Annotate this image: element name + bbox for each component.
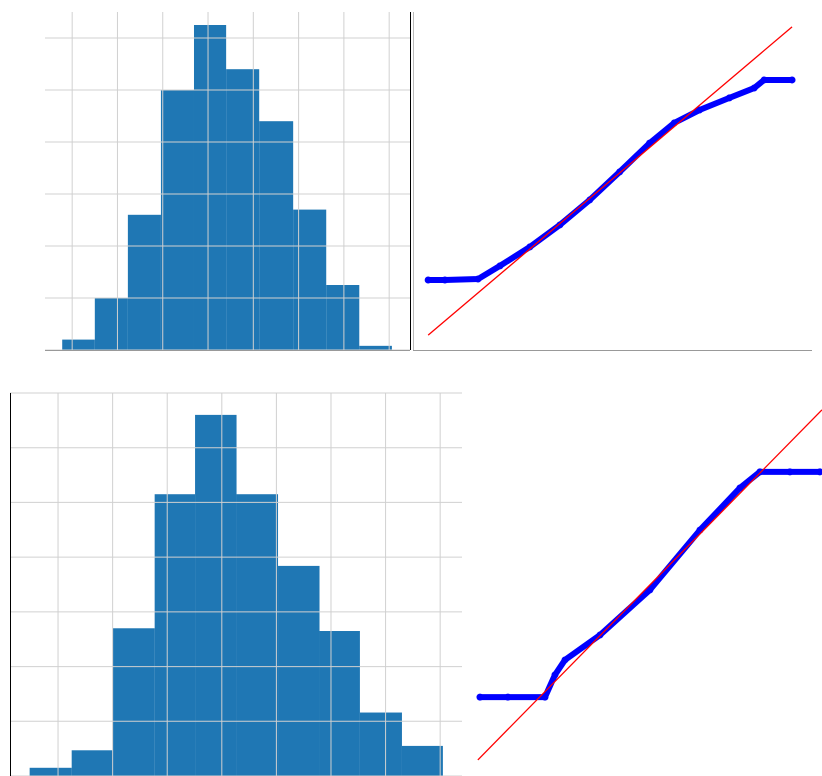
sample-point: [696, 526, 704, 534]
sample-point: [646, 586, 654, 594]
bar: [226, 69, 260, 350]
sample-point: [760, 76, 768, 84]
sample-point: [496, 262, 504, 270]
bar: [160, 90, 194, 350]
sample-point: [786, 468, 794, 476]
sample-point: [586, 196, 594, 204]
bar: [112, 628, 155, 776]
sample-point: [441, 276, 449, 284]
reference-line: [427, 26, 793, 336]
sample-point: [756, 468, 764, 476]
bar: [359, 712, 402, 776]
bar: [195, 414, 237, 776]
sample-point: [736, 484, 744, 492]
sample-point: [424, 276, 432, 284]
bar: [193, 25, 227, 350]
sample-point: [788, 76, 796, 84]
bar: [154, 494, 196, 776]
sample-point: [541, 693, 549, 701]
sample-point: [695, 106, 703, 114]
bar: [71, 750, 113, 776]
sample-point: [750, 84, 758, 92]
sample-point: [474, 275, 482, 283]
bar: [236, 494, 279, 776]
sample-point: [556, 221, 564, 229]
bar: [319, 631, 360, 776]
bar: [127, 214, 161, 350]
bar: [259, 121, 294, 350]
bar: [94, 298, 128, 350]
reference-line: [477, 409, 822, 761]
sample-trace: [428, 76, 793, 284]
sample-point: [551, 671, 559, 679]
bar: [278, 565, 320, 776]
sample-point: [476, 693, 484, 701]
sample-point: [816, 468, 822, 476]
sample-point: [526, 243, 534, 251]
sample-point: [504, 693, 512, 701]
bar: [359, 345, 392, 350]
sample-point: [725, 94, 733, 102]
sample-point: [561, 656, 569, 664]
bar: [401, 745, 443, 776]
bar: [326, 285, 360, 350]
sample-point: [646, 139, 654, 147]
bar: [62, 339, 95, 350]
bar: [29, 767, 72, 776]
